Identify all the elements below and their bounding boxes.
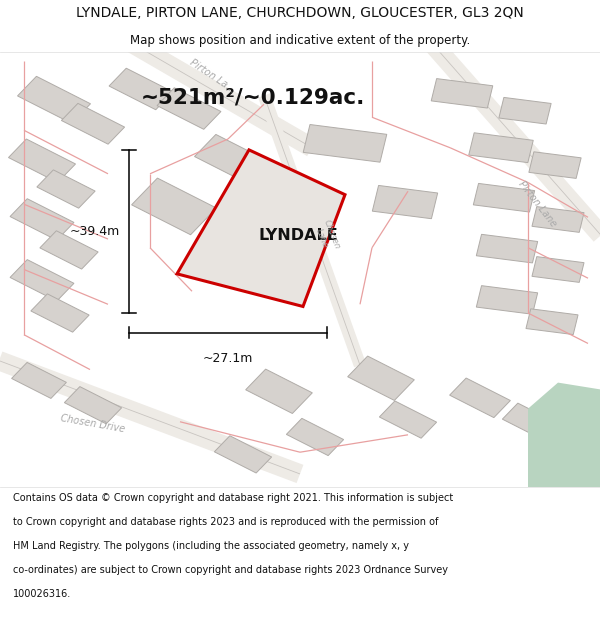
Polygon shape — [526, 309, 578, 334]
Polygon shape — [469, 132, 533, 162]
Polygon shape — [64, 387, 122, 424]
Polygon shape — [214, 436, 272, 473]
Polygon shape — [157, 88, 221, 129]
Polygon shape — [476, 234, 538, 263]
Polygon shape — [431, 79, 493, 108]
Text: HM Land Registry. The polygons (including the associated geometry, namely x, y: HM Land Registry. The polygons (includin… — [13, 541, 409, 551]
Polygon shape — [286, 418, 344, 456]
Text: Pirton La…: Pirton La… — [188, 57, 238, 95]
Text: 100026316.: 100026316. — [13, 589, 71, 599]
Text: Pirton Lane: Pirton Lane — [516, 179, 558, 229]
Polygon shape — [245, 369, 313, 414]
Text: Chosen Drive: Chosen Drive — [60, 413, 126, 434]
Polygon shape — [31, 294, 89, 332]
Polygon shape — [502, 403, 560, 441]
Text: Chosen
Lane: Chosen Lane — [312, 219, 342, 255]
Polygon shape — [194, 134, 268, 182]
Polygon shape — [37, 170, 95, 208]
Polygon shape — [528, 382, 600, 487]
Text: ~521m²/~0.129ac.: ~521m²/~0.129ac. — [141, 88, 365, 108]
Polygon shape — [373, 186, 437, 219]
Polygon shape — [476, 286, 538, 314]
Polygon shape — [10, 199, 74, 240]
Polygon shape — [379, 401, 437, 438]
Text: to Crown copyright and database rights 2023 and is reproduced with the permissio: to Crown copyright and database rights 2… — [13, 517, 439, 527]
Polygon shape — [131, 178, 217, 235]
Text: LYNDALE: LYNDALE — [259, 228, 338, 243]
Text: co-ordinates) are subject to Crown copyright and database rights 2023 Ordnance S: co-ordinates) are subject to Crown copyr… — [13, 565, 448, 575]
Polygon shape — [303, 124, 387, 162]
Polygon shape — [17, 76, 91, 123]
Polygon shape — [532, 207, 584, 232]
Polygon shape — [529, 152, 581, 178]
Text: ~27.1m: ~27.1m — [203, 352, 253, 365]
Text: Map shows position and indicative extent of the property.: Map shows position and indicative extent… — [130, 34, 470, 47]
Polygon shape — [61, 103, 125, 144]
Polygon shape — [473, 183, 535, 212]
Polygon shape — [532, 257, 584, 282]
Text: ~39.4m: ~39.4m — [70, 225, 120, 238]
Polygon shape — [109, 68, 173, 110]
Polygon shape — [177, 150, 345, 306]
Text: LYNDALE, PIRTON LANE, CHURCHDOWN, GLOUCESTER, GL3 2QN: LYNDALE, PIRTON LANE, CHURCHDOWN, GLOUCE… — [76, 6, 524, 20]
Polygon shape — [8, 139, 76, 182]
Text: Contains OS data © Crown copyright and database right 2021. This information is : Contains OS data © Crown copyright and d… — [13, 492, 454, 502]
Polygon shape — [10, 259, 74, 301]
Polygon shape — [347, 356, 415, 401]
Polygon shape — [449, 378, 511, 418]
Polygon shape — [40, 231, 98, 269]
Polygon shape — [499, 98, 551, 124]
Polygon shape — [11, 362, 67, 398]
